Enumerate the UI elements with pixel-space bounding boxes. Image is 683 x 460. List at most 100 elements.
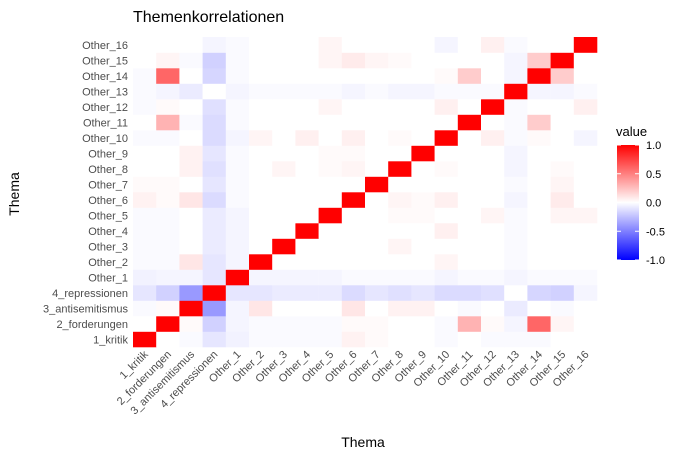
heatmap-cell	[434, 223, 459, 239]
heatmap-cell	[341, 254, 366, 270]
heatmap-cell	[318, 223, 343, 239]
heatmap-cell	[388, 238, 412, 255]
heatmap-cell	[179, 161, 203, 177]
heatmap-cell	[249, 83, 273, 100]
heatmap-cell	[341, 114, 366, 131]
heatmap-cell	[527, 316, 551, 332]
heatmap-cell	[388, 331, 412, 348]
heatmap-cell	[550, 52, 575, 69]
legend-title: value	[616, 124, 647, 139]
heatmap-cell	[295, 254, 319, 270]
heatmap-cell	[573, 114, 598, 131]
heatmap-cell	[272, 83, 296, 100]
heatmap-cell	[225, 316, 250, 332]
heatmap-cell	[133, 300, 157, 317]
heatmap-cell	[179, 285, 203, 301]
heatmap-cell	[504, 37, 528, 53]
heatmap-cell	[481, 223, 505, 239]
heatmap-cell	[249, 37, 273, 53]
heatmap-cell	[341, 316, 366, 332]
heatmap-cell	[388, 254, 412, 270]
heatmap-cell	[295, 238, 319, 255]
heatmap-cell	[341, 269, 366, 286]
heatmap-cell	[318, 161, 343, 177]
heatmap-cell	[527, 192, 551, 208]
heatmap-cell	[504, 269, 528, 286]
y-tick-label: Other_9	[88, 148, 128, 160]
heatmap-cell	[225, 254, 250, 270]
heatmap-cell	[249, 145, 273, 162]
heatmap-cell	[225, 238, 250, 255]
heatmap-cell	[202, 238, 227, 255]
heatmap-cell	[527, 285, 551, 301]
y-tick-labels: 1_kritik 2_forderungen 3_antisemitismus 4_r…	[43, 40, 128, 347]
heatmap-cell	[365, 130, 389, 146]
heatmap-cell	[481, 52, 505, 69]
heatmap-cell	[573, 192, 598, 208]
heatmap-cell	[411, 285, 435, 301]
heatmap-cell	[272, 161, 296, 177]
heatmap-cell	[295, 114, 319, 131]
heatmap-cell	[295, 207, 319, 224]
heatmap-cell	[573, 99, 598, 115]
y-tick-label: Other_12	[82, 102, 128, 114]
heatmap-cell	[341, 68, 366, 84]
heatmap-cell	[550, 192, 575, 208]
heatmap-cell	[365, 99, 389, 115]
heatmap-cell	[272, 223, 296, 239]
heatmap-cell	[573, 176, 598, 193]
heatmap-cell	[133, 68, 157, 84]
heatmap-cell	[527, 130, 551, 146]
heatmap-cell	[411, 114, 435, 131]
heatmap-cell	[573, 223, 598, 239]
heatmap-cell	[225, 161, 250, 177]
heatmap-cell	[156, 192, 180, 208]
heatmap-cell	[365, 83, 389, 100]
heatmap-cell	[573, 238, 598, 255]
heatmap-cell	[388, 99, 412, 115]
heatmap-cell	[272, 99, 296, 115]
heatmap-cell	[202, 316, 227, 332]
heatmap-cell	[527, 145, 551, 162]
heatmap-cell	[457, 300, 482, 317]
heatmap-cell	[481, 114, 505, 131]
heatmap-cell	[202, 83, 227, 100]
heatmap-cell	[457, 114, 482, 131]
heatmap-cell	[133, 52, 157, 69]
heatmap-cell	[225, 114, 250, 131]
heatmap-cell	[341, 161, 366, 177]
heatmap-cell	[249, 99, 273, 115]
heatmap-cell	[318, 52, 343, 69]
heatmap-cell	[202, 192, 227, 208]
heatmap-cell	[249, 114, 273, 131]
heatmap-cell	[318, 130, 343, 146]
heatmap-cell	[156, 285, 180, 301]
heatmap-cell	[365, 114, 389, 131]
heatmap-cell	[272, 68, 296, 84]
heatmap-cell	[225, 285, 250, 301]
heatmap-cell	[179, 269, 203, 286]
heatmap-cell	[295, 316, 319, 332]
heatmap-cell	[365, 285, 389, 301]
heatmap-cell	[434, 300, 459, 317]
heatmap-cell	[272, 52, 296, 69]
heatmap-cell	[457, 130, 482, 146]
heatmap-cell	[434, 145, 459, 162]
heatmap-cell	[272, 130, 296, 146]
heatmap-cell	[550, 331, 575, 348]
x-tick-labels: 1_kritik2_forderungen3_antisemitismus4_r…	[115, 348, 592, 417]
heatmap-cell	[318, 83, 343, 100]
heatmap-cell	[133, 161, 157, 177]
heatmap-cell	[457, 223, 482, 239]
heatmap-cell	[573, 83, 598, 100]
heatmap-cell	[341, 176, 366, 193]
heatmap-cell	[295, 145, 319, 162]
heatmap-cell	[457, 238, 482, 255]
heatmap-cell	[318, 114, 343, 131]
heatmap-cell	[202, 207, 227, 224]
y-tick-label: 4_repressionen	[52, 288, 128, 300]
heatmap-cell	[156, 99, 180, 115]
heatmap-cell	[411, 99, 435, 115]
heatmap-cell	[156, 254, 180, 270]
heatmap-cell	[179, 300, 203, 317]
